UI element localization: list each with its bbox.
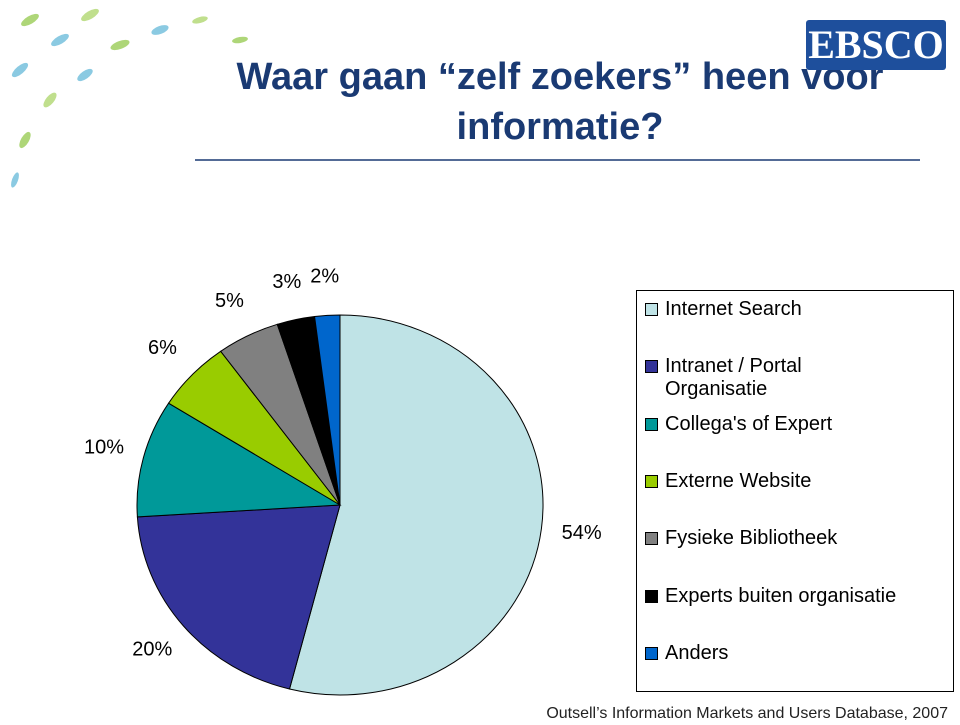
legend-swatch <box>645 417 658 431</box>
legend-swatch <box>645 646 658 660</box>
legend-swatch <box>645 589 658 603</box>
legend-label: Anders <box>665 641 729 664</box>
legend-label: Externe Website <box>665 469 812 492</box>
data-label: 6% <box>148 337 177 359</box>
legend-swatch <box>645 360 658 374</box>
pie-slice <box>313 314 341 506</box>
logo: EBSCO <box>806 20 946 70</box>
legend: Internet Search Intranet / Portal Organis… <box>636 290 954 692</box>
chart-title: Waar gaan “zelf zoekers” heen voor infor… <box>236 56 884 148</box>
source: Outsell’s Information Markets and Users … <box>546 705 948 722</box>
legend-label: Intranet / Portal Organisatie <box>665 355 802 401</box>
pie-slice <box>136 504 341 690</box>
pie-slice <box>288 314 544 696</box>
data-label: 54% <box>562 522 602 544</box>
legend-label: Collega's of Expert <box>665 412 833 435</box>
data-label: 20% <box>132 639 172 661</box>
legend-swatch <box>645 303 658 316</box>
decoration <box>11 8 248 188</box>
legend-swatch <box>645 532 658 546</box>
pie: 54% 20% 10% 6% 5% 3% 2% <box>84 266 602 696</box>
data-label: 2% <box>310 266 339 288</box>
pie-slice <box>136 402 342 518</box>
legend-swatch <box>645 474 658 488</box>
legend-label: Experts buiten organisatie <box>665 584 897 607</box>
data-label: 10% <box>84 437 124 459</box>
legend-label: Fysieke Bibliotheek <box>665 527 838 550</box>
data-label: 5% <box>215 290 244 312</box>
data-label: 3% <box>272 271 301 293</box>
legend-label: Internet Search <box>665 298 802 320</box>
